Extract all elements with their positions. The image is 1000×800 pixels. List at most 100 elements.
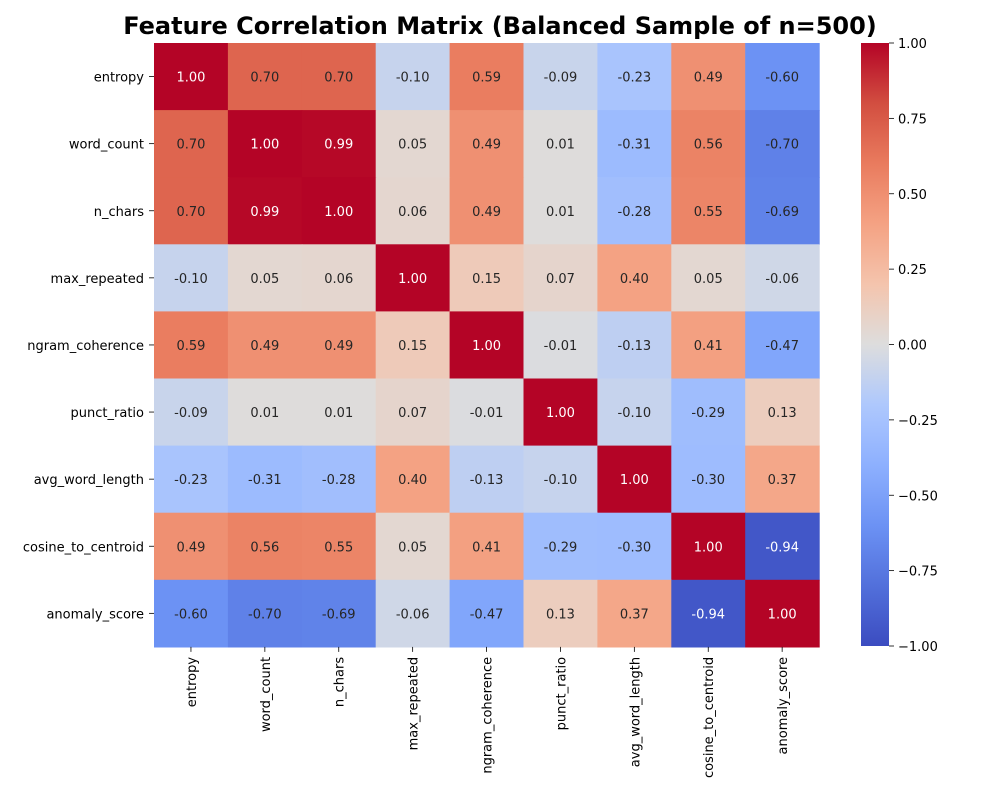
- cell-value-label: 1.00: [546, 406, 575, 421]
- heatmap-cell: [745, 110, 820, 178]
- column-tick-label: anomaly_score: [776, 657, 791, 755]
- cell-value-label: -0.30: [618, 540, 652, 555]
- heatmap-cell: [671, 43, 746, 111]
- cell-value-label: -0.47: [765, 339, 799, 354]
- column-tick-label: word_count: [259, 657, 274, 732]
- heatmap-cell: [523, 177, 598, 245]
- cell-value-label: 0.37: [620, 607, 649, 622]
- cell-value-label: 0.99: [250, 205, 279, 220]
- cell-value-label: 0.55: [324, 540, 353, 555]
- heatmap-cell: [523, 512, 598, 581]
- colorbar-tick-label: −0.50: [898, 489, 938, 504]
- colorbar-tick-label: −0.75: [898, 565, 938, 580]
- cell-value-label: 0.49: [472, 205, 501, 220]
- heatmap-cell: [523, 445, 598, 514]
- cell-value-label: -0.09: [544, 71, 578, 86]
- cell-value-label: 1.00: [694, 540, 723, 555]
- heatmap-cell: [154, 110, 229, 178]
- heatmap-cell: [375, 43, 451, 111]
- cell-value-label: 0.40: [398, 473, 427, 488]
- cell-value-label: -0.01: [544, 339, 578, 354]
- heatmap-cell: [154, 579, 229, 648]
- heatmap-cell: [449, 177, 525, 245]
- heatmap-cell: [671, 110, 746, 178]
- heatmap-cell: [597, 43, 672, 111]
- cell-value-label: -0.10: [174, 272, 208, 287]
- cell-value-label: 1.00: [472, 339, 501, 354]
- heatmap-cell: [154, 311, 229, 380]
- cell-value-label: 0.56: [250, 540, 279, 555]
- cell-value-label: 0.01: [324, 406, 353, 421]
- cell-value-label: -0.13: [470, 473, 504, 488]
- cell-value-label: -0.31: [618, 138, 652, 153]
- heatmap-cell: [375, 378, 451, 447]
- heatmap-cell: [154, 43, 229, 111]
- heatmap-cell: [671, 244, 746, 312]
- heatmap-cell: [745, 43, 820, 111]
- heatmap-cell: [227, 378, 303, 447]
- cell-value-label: -0.94: [691, 607, 725, 622]
- cell-value-label: -0.29: [691, 406, 725, 421]
- cell-value-label: -0.23: [618, 71, 652, 86]
- heatmap-cell: [227, 579, 303, 648]
- cell-value-label: -0.60: [174, 607, 208, 622]
- cell-value-label: -0.06: [765, 272, 799, 287]
- cell-value-label: -0.31: [248, 473, 282, 488]
- cell-value-label: -0.23: [174, 473, 208, 488]
- heatmap-cell: [301, 512, 377, 581]
- heatmap-cell: [671, 445, 746, 514]
- cell-value-label: 0.59: [176, 339, 205, 354]
- cell-value-label: -0.30: [691, 473, 725, 488]
- cell-value-label: 0.06: [324, 272, 353, 287]
- heatmap-cell: [154, 512, 229, 581]
- column-tick-label: ngram_coherence: [481, 657, 496, 774]
- heatmap-cell: [523, 579, 598, 648]
- cell-value-label: 0.59: [472, 71, 501, 86]
- heatmap-cell: [301, 244, 377, 312]
- cell-value-label: -0.47: [470, 607, 504, 622]
- heatmap-cell: [745, 378, 820, 447]
- cell-value-label: -0.28: [322, 473, 356, 488]
- cell-value-label: 1.00: [398, 272, 427, 287]
- heatmap-cell: [671, 579, 746, 648]
- heatmap-cell: [597, 445, 672, 514]
- cell-value-label: -0.10: [618, 406, 652, 421]
- row-tick-label: entropy: [94, 71, 145, 86]
- row-tick-label: cosine_to_centroid: [23, 540, 144, 555]
- heatmap-cell: [671, 177, 746, 245]
- heatmap-cell: [227, 110, 303, 178]
- heatmap-cells: 1.00 0.70 0.70 -0.10 0.59 -0.09 -0.23 0.49 -0.60…: [154, 43, 820, 648]
- heatmap-cell: [597, 512, 672, 581]
- cell-value-label: 0.01: [546, 138, 575, 153]
- heatmap-cell: [449, 445, 525, 514]
- heatmap-cell: [597, 110, 672, 178]
- cell-value-label: 1.00: [250, 138, 279, 153]
- row-tick-label: anomaly_score: [46, 607, 144, 622]
- cell-value-label: -0.60: [765, 71, 799, 86]
- cell-value-label: 0.15: [398, 339, 427, 354]
- row-tick-label: max_repeated: [51, 272, 144, 287]
- heatmap-cell: [745, 579, 820, 648]
- heatmap-cell: [523, 244, 598, 312]
- row-tick-label: ngram_coherence: [27, 339, 144, 354]
- column-tick-label: n_chars: [333, 657, 348, 707]
- heatmap-cell: [597, 579, 672, 648]
- cell-value-label: -0.10: [396, 71, 430, 86]
- heatmap-cell: [449, 378, 525, 447]
- cell-value-label: 0.49: [250, 339, 279, 354]
- cell-value-label: 1.00: [768, 607, 797, 622]
- cell-value-label: 1.00: [176, 71, 205, 86]
- heatmap-cell: [301, 311, 377, 380]
- cell-value-label: -0.13: [618, 339, 652, 354]
- colorbar-tick-label: 0.75: [898, 112, 927, 127]
- cell-value-label: 0.06: [398, 205, 427, 220]
- heatmap-cell: [745, 311, 820, 380]
- heatmap-cell: [375, 110, 451, 178]
- heatmap-cell: [745, 177, 820, 245]
- heatmap-cell: [301, 378, 377, 447]
- cell-value-label: 0.56: [694, 138, 723, 153]
- colorbar-gradient: [861, 43, 889, 646]
- cell-value-label: 0.70: [176, 205, 205, 220]
- column-tick-labels: entropy word_count n_chars max_repeated ngra…: [185, 646, 791, 778]
